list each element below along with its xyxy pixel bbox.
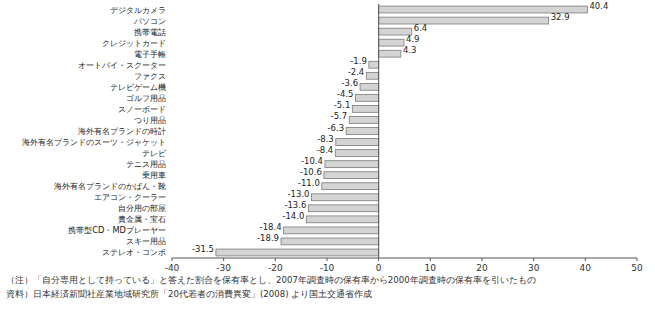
bar <box>379 50 401 57</box>
data-label: 4.9 <box>406 34 420 44</box>
x-tick <box>223 258 224 261</box>
category-label: 乗用車 <box>142 170 166 180</box>
x-tick-label: 10 <box>425 263 437 273</box>
bar <box>325 161 379 168</box>
x-tick-label: -30 <box>216 263 231 273</box>
data-label: -3.6 <box>341 78 358 88</box>
bar <box>369 61 379 68</box>
x-tick <box>637 258 638 261</box>
bar <box>324 172 379 179</box>
bars <box>216 6 587 256</box>
x-tick-label: 20 <box>476 263 488 273</box>
bar <box>216 249 379 256</box>
zero-line <box>378 4 379 258</box>
bar <box>366 72 378 79</box>
data-label: -5.7 <box>331 111 348 121</box>
x-tick <box>327 258 328 261</box>
bar <box>322 183 379 190</box>
x-tick <box>430 258 431 261</box>
data-label: 40.4 <box>589 1 608 11</box>
data-label: -5.1 <box>334 100 351 110</box>
data-label: -13.0 <box>288 189 310 199</box>
bar <box>379 17 549 24</box>
category-label: 携帯型CD・MDプレーヤー <box>68 225 166 235</box>
category-label: 自分用の部屋 <box>118 203 166 213</box>
bar <box>360 83 379 90</box>
data-label: -10.4 <box>301 156 323 166</box>
category-label: 海外有名ブランドのかばん・靴 <box>54 181 166 191</box>
data-label: -18.4 <box>260 222 282 232</box>
category-label: スキー用品 <box>126 236 166 246</box>
x-tick <box>172 258 173 261</box>
x-tick-label: -40 <box>165 263 180 273</box>
data-label: -14.0 <box>282 211 304 221</box>
bar <box>281 238 379 245</box>
data-label: 32.9 <box>551 12 570 22</box>
bar <box>336 139 379 146</box>
x-tick <box>482 258 483 261</box>
data-label: 6.4 <box>414 23 428 33</box>
bar <box>346 128 379 135</box>
data-label: -11.0 <box>298 178 320 188</box>
bar <box>379 39 404 46</box>
category-label: エアコン・クーラー <box>94 192 166 202</box>
x-axis <box>172 258 637 259</box>
category-label: 貴金属・宝石 <box>118 214 166 224</box>
category-label: 海外有名ブランドの時計 <box>78 126 166 136</box>
bar <box>352 105 378 112</box>
x-tick-label: 30 <box>528 263 540 273</box>
bar <box>355 94 378 101</box>
category-label: テレビ <box>142 148 167 158</box>
x-tick-label: 40 <box>580 263 592 273</box>
x-tick-label: -20 <box>268 263 283 273</box>
x-tick <box>378 258 379 261</box>
data-label: -18.9 <box>257 233 279 243</box>
x-tick <box>275 258 276 261</box>
x-tick-label: 0 <box>376 263 382 273</box>
data-label: -8.4 <box>317 145 334 155</box>
bar <box>308 205 378 212</box>
data-label: -13.6 <box>284 200 306 210</box>
x-tick-label: 50 <box>631 263 643 273</box>
category-label: パソコン <box>133 16 166 26</box>
category-label: クレジットカード <box>102 38 166 48</box>
category-label: 携帯電話 <box>134 27 166 37</box>
bar <box>349 117 378 124</box>
data-label: 4.3 <box>403 45 417 55</box>
data-label: -31.5 <box>192 244 214 254</box>
data-label: -6.3 <box>328 123 345 133</box>
category-label: ゴルフ用品 <box>126 93 166 103</box>
category-label: 海外有名ブランドのスーツ・ジャケット <box>22 137 166 147</box>
x-tick <box>585 258 586 261</box>
category-label: テニス用品 <box>126 159 166 169</box>
category-label: ファクス <box>134 71 166 81</box>
data-label: -4.5 <box>337 89 354 99</box>
note: 資料）日本経済新聞社産業地域研究所「20代若者の消費異変」(2008) より国土… <box>6 289 372 299</box>
category-label: つり用品 <box>134 115 166 125</box>
data-label: -10.6 <box>300 167 322 177</box>
x-tick-label: -10 <box>320 263 335 273</box>
category-label: スノーボード <box>118 104 166 114</box>
bar <box>284 227 379 234</box>
bar <box>335 150 378 157</box>
category-label: ステレオ・コンボ <box>102 247 166 257</box>
data-label: -1.9 <box>350 56 367 66</box>
category-label: デジタルカメラ <box>110 5 166 15</box>
x-tick <box>533 258 534 261</box>
category-label: オートバイ・スクーター <box>78 60 166 70</box>
category-label: テレビゲーム機 <box>110 82 166 92</box>
bar <box>306 216 378 223</box>
data-label: -8.3 <box>317 134 334 144</box>
category-label: 電子手帳 <box>134 49 166 59</box>
note: （注）「自分専用として持っている」と答えた割合を保有率とし、2007年調査時の保… <box>6 275 536 285</box>
data-label: -2.4 <box>348 67 365 77</box>
bar <box>312 194 379 201</box>
chart: -40 -30 -20 -10 0 10 20 30 40 50 デジタルカメラパソコン携帯電話クレ… <box>0 0 655 311</box>
